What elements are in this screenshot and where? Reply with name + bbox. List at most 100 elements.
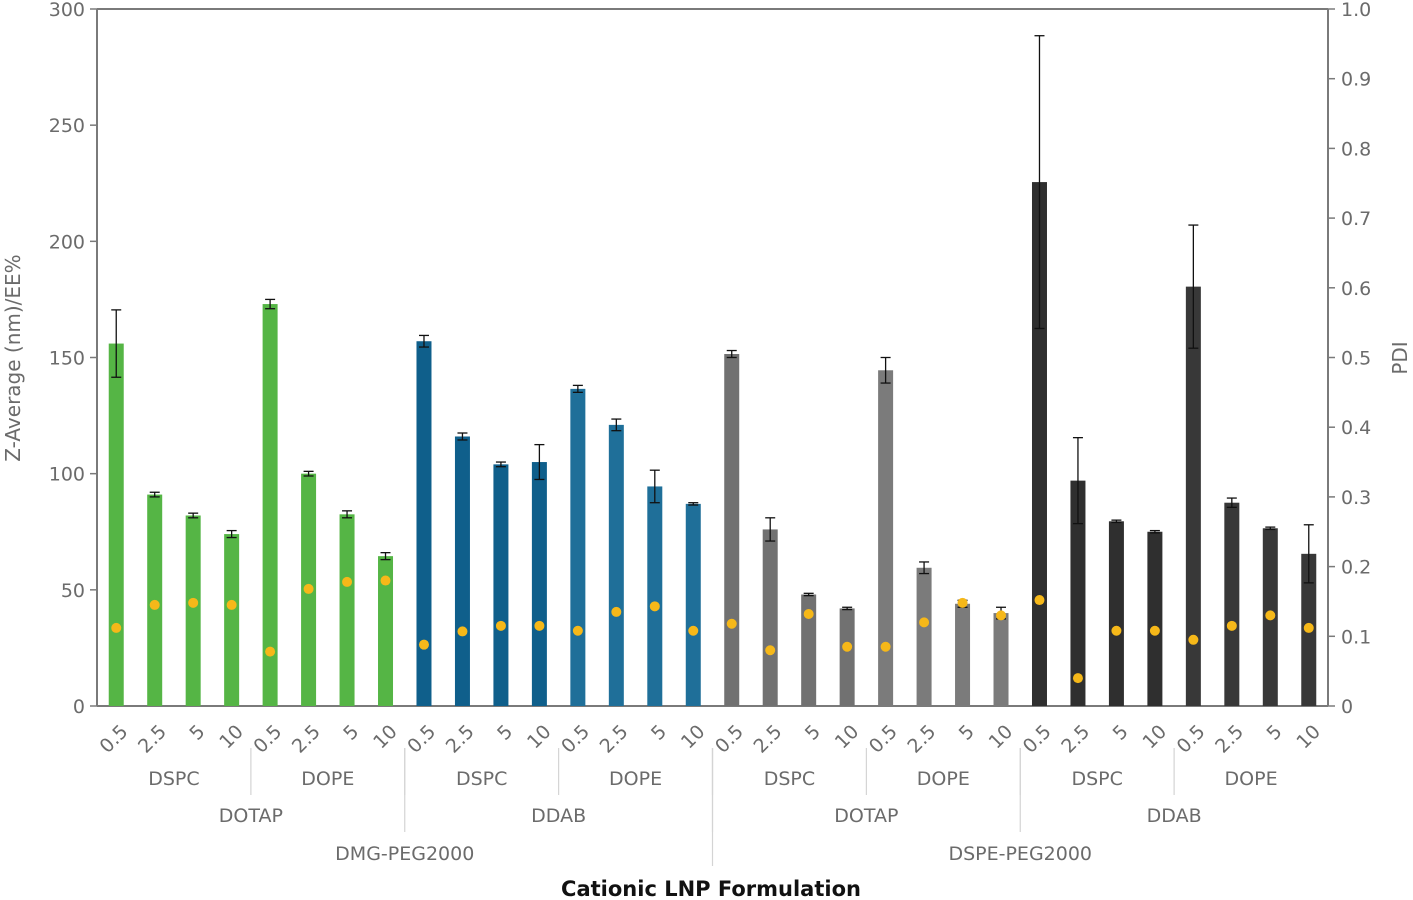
x-tick-label: 10 [523, 721, 556, 754]
pdi-point [534, 620, 545, 631]
group-label: DDAB [1147, 805, 1202, 827]
y-tick-label: 0 [73, 696, 85, 718]
pdi-point [1265, 610, 1276, 621]
bar [224, 534, 240, 706]
pdi-point [611, 606, 622, 617]
y-tick-label: 200 [49, 231, 85, 253]
pdi-point [188, 597, 199, 608]
bar [531, 462, 547, 706]
tick-labels: 0 50 100 150 200 250 300 0 0.1 0.2 0.3 0.4 0.5 0.6 0.7… [49, 0, 1371, 758]
x-tick-label: 5 [801, 721, 825, 745]
pdi-point [1303, 622, 1314, 633]
bar [1108, 521, 1124, 706]
group-label: DSPC [148, 768, 199, 790]
x-tick-label: 0.5 [557, 721, 594, 758]
pdi-point [572, 625, 583, 636]
pdi-point [1226, 620, 1237, 631]
x-tick-label: 0.5 [96, 721, 133, 758]
bars [108, 182, 1317, 707]
y-tick-label: 100 [49, 464, 85, 486]
x-tick-label: 10 [215, 721, 248, 754]
x-tick-label: 0.5 [1173, 721, 1210, 758]
y-tick-label: 50 [61, 580, 85, 602]
x-tick-label: 0.5 [1019, 721, 1056, 758]
bar [993, 613, 1009, 706]
bar [108, 343, 124, 706]
bar [493, 464, 509, 706]
bar [724, 354, 740, 706]
bar [1224, 502, 1240, 706]
x-tick-label: 5 [339, 721, 363, 745]
bar [262, 304, 278, 706]
y2-tick-label: 0.6 [1341, 278, 1371, 300]
x-tick-label: 10 [1138, 721, 1171, 754]
bar [647, 486, 663, 706]
x-tick-label: 5 [1109, 721, 1133, 745]
bar [878, 370, 894, 706]
y2-tick-label: 1.0 [1341, 0, 1371, 21]
x-tick-label: 0.5 [711, 721, 748, 758]
x-tick-label: 5 [493, 721, 517, 745]
pdi-point [418, 639, 429, 650]
y2-tick-label: 0.5 [1341, 348, 1371, 370]
group-label: DSPC [1071, 768, 1122, 790]
y2-axis-title: PDI [1388, 341, 1412, 374]
group-label: DSPC [456, 768, 507, 790]
bar [185, 515, 201, 706]
bar [416, 341, 432, 706]
x-tick-label: 2.5 [1057, 721, 1094, 758]
y-tick-label: 300 [49, 0, 85, 21]
bar [955, 603, 971, 706]
pdi-point [919, 617, 930, 628]
y2-tick-label: 0.8 [1341, 138, 1371, 160]
bar [685, 503, 701, 706]
group-label: DOPE [917, 768, 970, 790]
x-tick-label: 10 [369, 721, 402, 754]
y-tick-label: 250 [49, 115, 85, 137]
pdi-point [149, 599, 160, 610]
x-tick-label: 5 [955, 721, 979, 745]
y2-tick-label: 0.3 [1341, 487, 1371, 509]
y2-tick-label: 0 [1341, 696, 1353, 718]
pdi-point [1034, 595, 1045, 606]
bar [608, 424, 624, 706]
y2-tick-label: 0.2 [1341, 557, 1371, 579]
bar [762, 529, 778, 706]
x-tick-label: 0.5 [403, 721, 440, 758]
pdi-point [495, 620, 506, 631]
group-label: DOPE [301, 768, 354, 790]
group-label: DMG-PEG2000 [335, 843, 474, 865]
bar [916, 567, 932, 706]
x-axis-title: Cationic LNP Formulation [561, 877, 861, 900]
pdi-point [1072, 673, 1083, 684]
bar [1147, 531, 1163, 706]
pdi-point [1149, 625, 1160, 636]
group-label: DSPE-PEG2000 [948, 843, 1092, 865]
y2-tick-label: 0.1 [1341, 626, 1371, 648]
error-bars [111, 35, 1314, 620]
bar [1031, 182, 1047, 707]
bar [339, 514, 355, 706]
y-axis-title: Z-Average (nm)/EE% [1, 254, 25, 461]
pdi-point [303, 583, 314, 594]
bar [1070, 480, 1086, 706]
pdi-point [1188, 634, 1199, 645]
x-tick-label: 10 [985, 721, 1018, 754]
y-tick-label: 150 [49, 348, 85, 370]
x-tick-label: 2.5 [442, 721, 479, 758]
pdi-point [688, 625, 699, 636]
group-label: DOPE [609, 768, 662, 790]
y2-tick-label: 0.7 [1341, 208, 1371, 230]
pdi-point [457, 626, 468, 637]
group-labels: DSPC DOPE DSPC DOPE DSPC DOPE DSPC DOPE DOTAP DDA… [148, 748, 1278, 866]
bar [454, 436, 470, 706]
x-tick-label: 0.5 [865, 721, 902, 758]
pdi-point [880, 641, 891, 652]
x-tick-label: 2.5 [903, 721, 940, 758]
group-label: DOTAP [219, 805, 283, 827]
x-tick-label: 2.5 [750, 721, 787, 758]
group-label: DDAB [531, 805, 586, 827]
y2-tick-label: 0.9 [1341, 69, 1371, 91]
bar [1185, 286, 1201, 706]
x-tick-label: 2.5 [288, 721, 325, 758]
